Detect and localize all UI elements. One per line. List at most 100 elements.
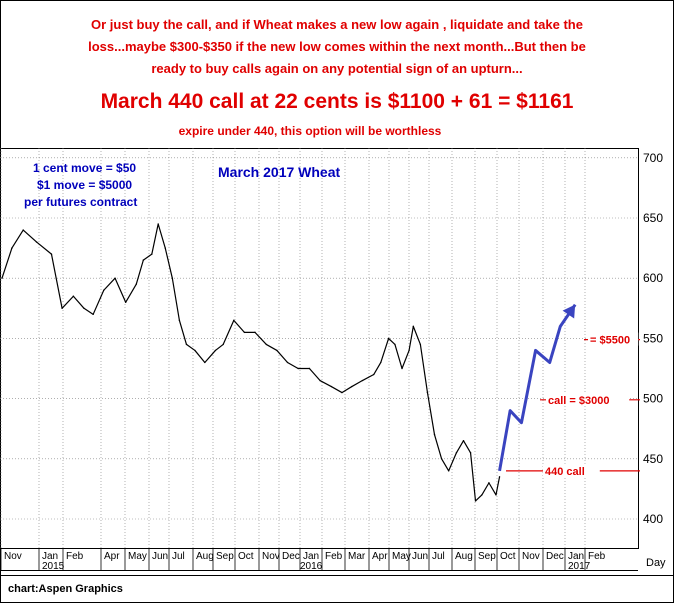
- price-point-37: [373, 373, 375, 376]
- price-point-13: [142, 259, 145, 261]
- price-point-39: [387, 337, 390, 340]
- x-tick-label-18: Jul: [432, 551, 445, 562]
- price-point-56: [498, 476, 501, 478]
- ref-label-bg-440: [543, 463, 600, 477]
- price-point-22: [214, 349, 217, 352]
- price-point-6: [72, 295, 75, 297]
- price-point-42: [408, 349, 410, 352]
- price-point-17: [171, 277, 174, 279]
- x-tick-label-5: Jun: [152, 551, 168, 562]
- top-note-line-1: Or just buy the call, and if Wheat makes…: [91, 17, 583, 32]
- x-tick-label-8: Sep: [216, 551, 234, 562]
- chart-credit: chart:Aspen Graphics: [8, 583, 123, 595]
- price-point-41: [401, 367, 403, 370]
- price-point-20: [194, 349, 196, 352]
- y-tick-label-650: 650: [643, 211, 663, 225]
- top-note-line-2: loss...maybe $300-$350 if the new low co…: [88, 39, 586, 54]
- price-point-50: [462, 440, 465, 442]
- y-tick-label-600: 600: [643, 271, 663, 285]
- price-point-12: [135, 283, 137, 285]
- price-point-51: [469, 452, 472, 454]
- price-point-52: [474, 500, 477, 502]
- price-point-19: [185, 343, 188, 346]
- price-point-27: [265, 343, 268, 346]
- x-tick-label-25: Feb: [588, 551, 606, 562]
- price-point-4: [50, 253, 53, 255]
- x-year-label-2015: 2015: [42, 561, 65, 572]
- price-point-1: [11, 247, 13, 249]
- price-point-14: [151, 253, 153, 255]
- series-layer: [1, 223, 577, 502]
- y-axis-ticks: 400 450 500 550 600 650 700: [643, 151, 663, 526]
- price-point-33: [330, 385, 333, 388]
- ref-label-499: call = $3000: [548, 395, 609, 407]
- price-point-30: [297, 367, 299, 370]
- price-point-5: [61, 307, 63, 309]
- price-point-26: [254, 331, 256, 334]
- x-tick-label-3: Apr: [104, 551, 120, 562]
- price-point-49: [455, 452, 458, 454]
- price-point-46: [433, 434, 436, 436]
- headline: March 440 call at 22 cents is $1100 + 61…: [100, 90, 574, 113]
- x-tick-label-10: Nov: [262, 551, 280, 562]
- price-point-9: [103, 289, 105, 291]
- y-tick-label-400: 400: [643, 512, 663, 526]
- x-tick-label-12: Jan: [303, 551, 319, 562]
- x-tick-label-21: Oct: [500, 551, 516, 562]
- axis-unit-label: Day: [646, 557, 666, 569]
- price-point-38: [380, 361, 382, 364]
- price-point-35: [351, 385, 353, 388]
- ref-label-549: = $5500: [590, 335, 630, 347]
- price-point-34: [341, 391, 343, 394]
- projection-line: [498, 303, 577, 472]
- price-point-24: [233, 319, 235, 322]
- x-tick-label-9: Oct: [238, 551, 254, 562]
- grid-lines: [0, 148, 638, 548]
- x-tick-label-15: Apr: [372, 551, 388, 562]
- price-point-31: [308, 367, 311, 370]
- x-year-label-2017: 2017: [568, 561, 591, 572]
- price-point-54: [488, 482, 490, 484]
- info-box-line-1: 1 cent move = $50: [33, 161, 136, 175]
- price-point-25: [243, 331, 246, 334]
- price-point-3: [35, 241, 38, 243]
- price-point-36: [361, 379, 364, 382]
- x-tick-label-4: May: [128, 551, 147, 562]
- x-tick-label-20: Sep: [478, 551, 496, 562]
- price-point-15: [157, 223, 159, 225]
- x-tick-label-17: Jun: [412, 551, 428, 562]
- projection-arrowhead: [562, 304, 576, 319]
- price-point-40: [394, 343, 396, 346]
- price-point-16: [164, 247, 166, 249]
- info-box-line-3: per futures contract: [24, 195, 137, 209]
- x-tick-label-23: Dec: [546, 551, 564, 562]
- top-note-line-3: ready to buy calls again on any potentia…: [151, 61, 523, 76]
- x-tick-label-16: May: [392, 551, 411, 562]
- x-tick-label-7: Aug: [196, 551, 214, 562]
- price-point-11: [124, 301, 127, 303]
- ref-label-bg-549: [588, 332, 639, 346]
- y-tick-label-550: 550: [643, 331, 663, 345]
- price-point-29: [286, 361, 289, 364]
- x-tick-label-13: Feb: [325, 551, 343, 562]
- info-box-line-2: $1 move = $5000: [37, 178, 132, 192]
- price-point-44: [419, 343, 422, 346]
- ref-label-bg-499: [546, 392, 630, 406]
- x-tick-label-2: Feb: [66, 551, 84, 562]
- x-tick-label-22: Nov: [522, 551, 540, 562]
- x-tick-label-1: Jan: [42, 551, 58, 562]
- x-tick-label-11: Dec: [282, 551, 300, 562]
- x-axis-ticks: Nov Jan Feb Apr May Jun Jul Aug Sep Oct Nov Dec Jan F…: [0, 548, 606, 572]
- price-point-21: [204, 361, 206, 364]
- price-line: [1, 223, 501, 502]
- price-point-18: [178, 319, 181, 322]
- sub-note: expire under 440, this option will be wo…: [178, 124, 442, 138]
- y-tick-label-450: 450: [643, 452, 663, 466]
- chart-title: March 2017 Wheat: [218, 164, 340, 180]
- price-point-23: [222, 343, 224, 346]
- x-year-label-2016: 2016: [300, 561, 323, 572]
- price-point-7: [83, 307, 85, 309]
